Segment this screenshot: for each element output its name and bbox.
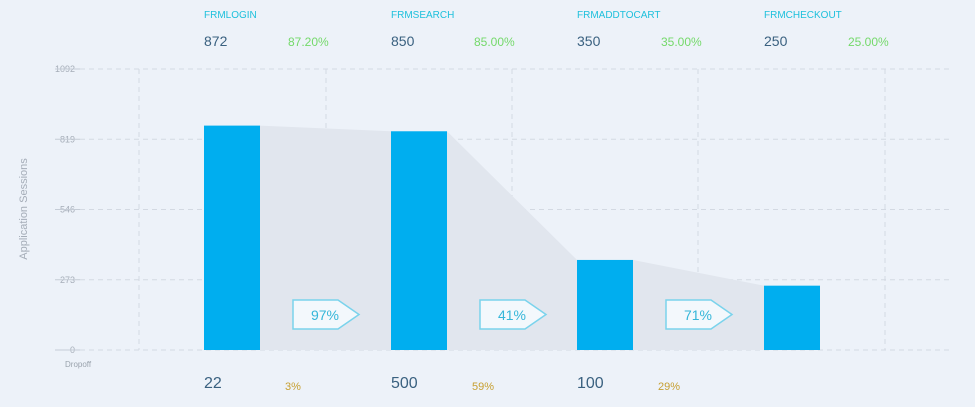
stage-name-search: FRMSEARCH (391, 10, 455, 21)
conversion-arrow (292, 299, 361, 330)
stage-name-login: FRMLOGIN (204, 10, 257, 21)
dropoff-label: Dropoff (65, 360, 92, 369)
dropoff-count-2: 500 (391, 375, 418, 392)
conversion-arrow (479, 299, 548, 330)
dropoff-count-1: 22 (204, 375, 222, 392)
stage-name-checkout: FRMCHECKOUT (764, 10, 842, 21)
stage-percent-checkout: 25.00% (848, 35, 889, 49)
stage-count-checkout: 250 (764, 33, 788, 49)
stage-percent-login: 87.20% (288, 35, 329, 49)
conversion-percent: 97% (311, 307, 339, 323)
stage-count-addtocart: 350 (577, 33, 601, 49)
stage-percent-addtocart: 35.00% (661, 35, 702, 49)
stage-count-search: 850 (391, 33, 415, 49)
bar-frmsearch (391, 131, 447, 350)
bar-frmlogin (204, 125, 260, 350)
funnel-connector (260, 125, 391, 350)
stage-count-login: 872 (204, 33, 228, 49)
conversion-percent: 41% (498, 307, 526, 323)
stage-percent-search: 85.00% (474, 35, 515, 49)
y-axis-title: Application Sessions (18, 158, 30, 260)
dropoff-percent-2: 59% (472, 381, 495, 393)
dropoff-percent-3: 29% (658, 381, 681, 393)
conversion-arrow (665, 299, 734, 330)
dropoff-count-3: 100 (577, 375, 604, 392)
bar-frmcheckout (764, 285, 820, 350)
conversion-percent: 71% (684, 307, 712, 323)
funnel-connector (447, 131, 577, 350)
stage-name-addtocart: FRMADDTOCART (577, 10, 661, 21)
dropoff-percent-1: 3% (285, 381, 301, 393)
bar-frmaddtocart (577, 259, 633, 350)
